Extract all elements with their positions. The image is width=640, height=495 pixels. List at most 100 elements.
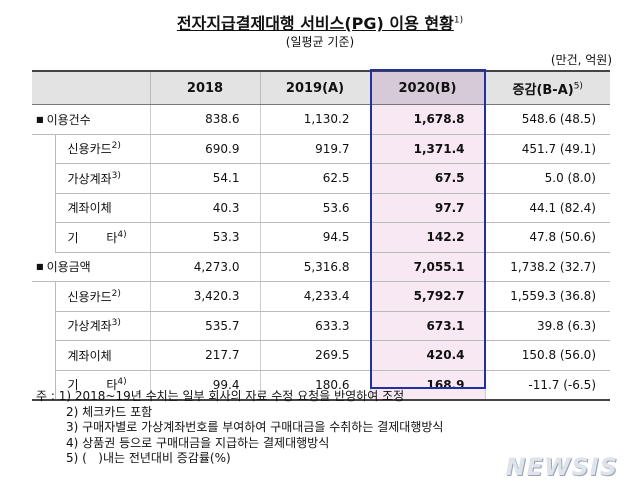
header-cell: 증감(B-A)5) bbox=[484, 70, 610, 105]
table-row: 신용카드2) 690.9 919.7 1,371.4 451.7 (49.1) bbox=[32, 134, 610, 164]
note-line: 주 : 1) 2018~19년 수치는 일부 회사의 자료 수정 요청을 반영하… bbox=[36, 389, 443, 405]
value-cell: 47.8 (50.6) bbox=[484, 222, 610, 253]
value-cell: 168.9 bbox=[369, 370, 485, 401]
table-row: 신용카드2) 3,420.3 4,233.4 5,792.7 1,559.3 (36.8… bbox=[32, 281, 610, 312]
row-label: 이용건수 bbox=[32, 104, 150, 135]
value-cell: 150.8 (56.0) bbox=[484, 340, 610, 371]
table-row: 기 타4) 53.3 94.5 142.2 47.8 (50.6) bbox=[32, 222, 610, 253]
value-cell: 535.7 bbox=[149, 311, 260, 341]
label-text: 가상계좌 bbox=[67, 171, 112, 186]
value-cell: 5.0 (8.0) bbox=[484, 163, 610, 194]
header-blank bbox=[32, 70, 150, 105]
subtitle: (일평균 기준) bbox=[285, 35, 355, 49]
value-cell: 690.9 bbox=[149, 134, 260, 164]
label-text: 기 타 bbox=[67, 378, 118, 393]
table-header: 2018 2019(A) 2020(B) 증감(B-A)5) bbox=[32, 70, 610, 105]
value-cell: -11.7 (-6.5) bbox=[484, 370, 610, 401]
value-cell: 1,678.8 bbox=[369, 104, 485, 135]
note-text: 3) 구매자별로 가상계좌번호를 부여하여 구매대금을 수취하는 결제대행방식 bbox=[66, 420, 444, 434]
note-line: 2) 체크카드 포함 bbox=[36, 405, 443, 421]
value-cell: 548.6 (48.5) bbox=[484, 104, 610, 135]
note-text: 4) 상품권 등으로 구매대금을 지급하는 결제대행방식 bbox=[66, 435, 330, 450]
value-cell: 97.7 bbox=[369, 193, 485, 223]
title-note: 1) bbox=[453, 15, 464, 26]
indent bbox=[32, 341, 55, 371]
row-label: 계좌이체 bbox=[54, 193, 150, 223]
header-row: 2018 2019(A) 2020(B) 증감(B-A)5) bbox=[32, 70, 610, 105]
value-cell: 180.6 bbox=[259, 370, 370, 401]
label-text: 신용카드 bbox=[67, 142, 112, 157]
label-text: 계좌이체 bbox=[67, 201, 112, 216]
header-cell: 2018 bbox=[149, 70, 260, 105]
value-cell: 99.4 bbox=[149, 370, 260, 401]
label-text: 가상계좌 bbox=[67, 319, 112, 334]
value-cell: 451.7 (49.1) bbox=[484, 134, 610, 164]
value-cell: 1,738.2 (32.7) bbox=[484, 252, 610, 282]
value-cell: 633.3 bbox=[259, 311, 370, 341]
indent bbox=[32, 134, 55, 164]
value-cell: 53.6 bbox=[259, 193, 370, 223]
value-cell: 1,559.3 (36.8) bbox=[484, 281, 610, 312]
value-cell: 4,273.0 bbox=[149, 252, 260, 282]
row-label: 신용카드2) bbox=[54, 134, 150, 164]
value-cell: 217.7 bbox=[149, 340, 260, 371]
label-note: 3) bbox=[111, 318, 121, 329]
value-cell: 62.5 bbox=[259, 163, 370, 194]
value-cell: 838.6 bbox=[149, 104, 260, 135]
watermark: NEWSIS bbox=[505, 453, 618, 481]
label-note: 3) bbox=[111, 170, 121, 181]
indent bbox=[32, 282, 55, 312]
indent bbox=[32, 164, 55, 194]
table-row: 계좌이체 40.3 53.6 97.7 44.1 (82.4) bbox=[32, 193, 610, 223]
row-label: 기 타4) bbox=[54, 370, 150, 401]
label-text: 계좌이체 bbox=[67, 348, 112, 363]
header-text: 2018 bbox=[186, 80, 224, 96]
value-cell: 44.1 (82.4) bbox=[484, 193, 610, 223]
value-cell: 1,130.2 bbox=[259, 104, 370, 135]
table: 2018 2019(A) 2020(B) 증감(B-A)5) 이용건수 838.61,1… bbox=[32, 70, 610, 401]
value-cell: 919.7 bbox=[259, 134, 370, 164]
value-cell: 1,371.4 bbox=[369, 134, 485, 164]
value-cell: 4,233.4 bbox=[259, 281, 370, 312]
value-cell: 5,316.8 bbox=[259, 252, 370, 282]
value-cell: 3,420.3 bbox=[149, 281, 260, 312]
header-text: 2020(B) bbox=[398, 80, 457, 96]
title: 전자지급결제대행 서비스(PG) 이용 현황1) bbox=[0, 10, 640, 34]
table-row: 계좌이체 217.7 269.5 420.4 150.8 (56.0) bbox=[32, 340, 610, 371]
note-text: 5) ( )내는 전년대비 증감률(%) bbox=[66, 451, 231, 465]
notes: 주 : 1) 2018~19년 수치는 일부 회사의 자료 수정 요청을 반영하… bbox=[36, 389, 443, 467]
row-label: 이용금액 bbox=[32, 252, 150, 282]
indent bbox=[32, 223, 55, 253]
label-text: 기 타 bbox=[67, 230, 118, 245]
note-line: 5) ( )내는 전년대비 증감률(%) bbox=[36, 451, 443, 467]
value-cell: 54.1 bbox=[149, 163, 260, 194]
indent bbox=[32, 193, 55, 223]
row-label: 계좌이체 bbox=[54, 340, 150, 371]
note-line: 3) 구매자별로 가상계좌번호를 부여하여 구매대금을 수취하는 결제대행방식 bbox=[36, 420, 443, 436]
value-cell: 39.8 (6.3) bbox=[484, 311, 610, 341]
row-label: 가상계좌3) bbox=[54, 163, 150, 194]
unit: (만건, 억원) bbox=[550, 53, 612, 67]
value-cell: 94.5 bbox=[259, 222, 370, 253]
row-label: 가상계좌3) bbox=[54, 311, 150, 341]
table-row: 가상계좌3) 54.1 62.5 67.5 5.0 (8.0) bbox=[32, 163, 610, 194]
header-cell: 2019(A) bbox=[259, 70, 370, 105]
indent bbox=[32, 370, 55, 401]
note-prefix: 주 : bbox=[36, 389, 55, 403]
table-row: 기 타4) 99.4 180.6 168.9 -11.7 (-6.5) bbox=[32, 370, 610, 401]
header-cell: 2020(B) bbox=[369, 70, 485, 105]
title-text: 전자지급결제대행 서비스(PG) 이용 현황 bbox=[176, 14, 454, 33]
table-row: 이용금액 4,273.05,316.87,055.11,738.2 (32.7) bbox=[32, 252, 610, 282]
highlight-box bbox=[370, 69, 486, 389]
value-cell: 269.5 bbox=[259, 340, 370, 371]
value-cell: 673.1 bbox=[369, 311, 485, 341]
header-text: 2019(A) bbox=[285, 80, 345, 96]
value-cell: 53.3 bbox=[149, 222, 260, 253]
value-cell: 7,055.1 bbox=[369, 252, 485, 282]
indent bbox=[32, 311, 55, 341]
label-text: 이용금액 bbox=[46, 260, 91, 275]
